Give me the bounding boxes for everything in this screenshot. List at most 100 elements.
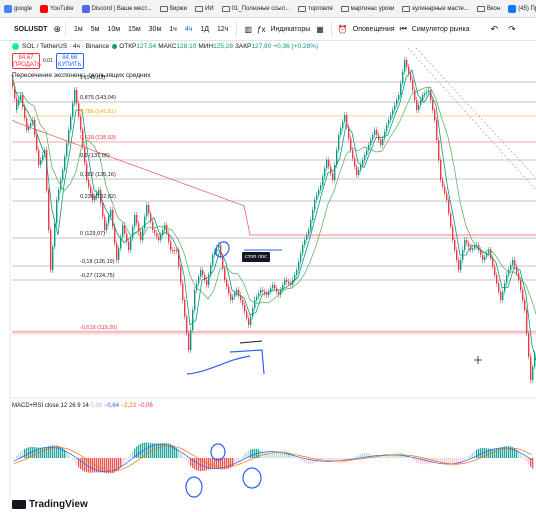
- layout-icon[interactable]: ▦: [316, 24, 324, 34]
- candle: [436, 120, 438, 140]
- buy-button[interactable]: 84,68 КУПИТЬ: [55, 53, 84, 69]
- bookmark-item[interactable]: YouTube: [40, 4, 74, 13]
- bookmark-item[interactable]: (45) Правила раз: [508, 4, 536, 13]
- replay-button[interactable]: Симулятор рынка: [411, 25, 470, 33]
- bookmark-item[interactable]: 01_Полезные ссыл...: [221, 5, 290, 12]
- macd-bar: [412, 458, 414, 460]
- symbol-search[interactable]: SOLUSDT: [14, 25, 48, 33]
- timeframe-7[interactable]: 1Д: [200, 25, 209, 33]
- candle: [152, 221, 154, 230]
- candle: [334, 165, 336, 180]
- undo-icon[interactable]: ↶: [490, 23, 499, 34]
- timeframe-6[interactable]: 4ч: [184, 25, 193, 33]
- candle: [296, 270, 298, 275]
- macd-bar: [306, 458, 308, 464]
- macd-bar: [244, 453, 246, 458]
- candle: [500, 291, 502, 300]
- candle: [472, 248, 474, 250]
- macd-bar: [394, 453, 396, 458]
- macd-bar: [488, 448, 490, 458]
- candle: [370, 140, 372, 145]
- candle: [176, 250, 178, 252]
- candle: [344, 115, 346, 122]
- candle: [236, 290, 238, 294]
- macd-bar: [166, 443, 168, 458]
- timeframe-3[interactable]: 15м: [128, 25, 141, 33]
- add-symbol-icon[interactable]: ⊕: [53, 23, 61, 34]
- tradingview-logo[interactable]: TradingView: [12, 499, 88, 510]
- bookmark-item[interactable]: кулинарные масте...: [402, 5, 469, 12]
- bookmark-item[interactable]: google: [4, 4, 32, 13]
- candle: [430, 90, 432, 100]
- candle: [226, 280, 228, 287]
- candle: [252, 308, 254, 317]
- bookmark-label: Discord | Ваше мест...: [91, 5, 152, 12]
- macd-bar: [276, 451, 278, 458]
- alerts-button[interactable]: Оповещения: [352, 25, 395, 33]
- candle: [380, 140, 382, 145]
- bookmark-item[interactable]: Discord | Ваше мест...: [81, 4, 152, 13]
- candle: [240, 295, 242, 300]
- bookmark-item[interactable]: ИИ: [195, 5, 214, 12]
- candle: [460, 260, 462, 270]
- macd-bar: [516, 449, 518, 458]
- timeframe-4[interactable]: 30м: [148, 25, 162, 33]
- macd-bar: [212, 458, 214, 470]
- macd-bar: [100, 458, 102, 473]
- candle: [336, 150, 338, 165]
- bookmark-item[interactable]: Вкон: [476, 5, 500, 12]
- candle: [116, 243, 118, 260]
- macd-bar: [52, 445, 54, 458]
- timeframe-1[interactable]: 5м: [90, 25, 100, 33]
- macd-bar: [216, 458, 218, 469]
- macd-legend[interactable]: MACD+RSI close 12 26 9 14 0,00 −0,64 −2,…: [12, 403, 153, 409]
- redo-icon[interactable]: ↷: [508, 23, 516, 34]
- bookmark-item[interactable]: торговля: [298, 5, 333, 12]
- timeframe-0[interactable]: 1м: [74, 25, 83, 33]
- chart-type-icon[interactable]: ▥: [244, 24, 252, 34]
- fib-level-label: -0,618 (119,20): [80, 325, 118, 331]
- candle: [242, 300, 244, 305]
- macd-bar: [532, 458, 534, 469]
- macd-bar: [80, 458, 82, 470]
- g-favicon-icon: [4, 4, 12, 13]
- candle: [50, 230, 52, 270]
- candle: [470, 246, 472, 250]
- candle: [268, 291, 270, 295]
- macd-bar: [98, 458, 100, 473]
- indicators-button[interactable]: Индикаторы: [270, 25, 311, 33]
- timeframe-5[interactable]: 1ч: [169, 25, 177, 33]
- macd-bar: [54, 445, 56, 458]
- macd-bar: [290, 452, 292, 458]
- macd-bar: [236, 458, 238, 463]
- macd-line: [13, 444, 533, 473]
- fib-level-label: 0,618 (138,93): [80, 135, 116, 141]
- candle: [158, 236, 160, 240]
- macd-bar: [50, 445, 52, 458]
- macd-value-3: −2,23: [120, 403, 136, 409]
- replay-icon[interactable]: ⏮: [399, 24, 407, 33]
- candle: [22, 95, 24, 107]
- macd-bar: [22, 450, 24, 458]
- candle: [386, 125, 388, 132]
- logo-text: TradingView: [29, 499, 88, 510]
- indicators-icon[interactable]: ƒx: [257, 24, 266, 34]
- timeframe-2[interactable]: 10м: [107, 25, 121, 33]
- candle: [278, 291, 280, 295]
- candle: [186, 316, 188, 334]
- hand-stroke: [186, 355, 251, 375]
- candle: [382, 138, 384, 145]
- sell-button[interactable]: 84,67 ПРОДАТЬ: [12, 53, 41, 69]
- timeframe-8[interactable]: 12ч: [217, 25, 229, 33]
- indicator-legend[interactable]: Пересечение экспоненц. скользящих средни…: [12, 72, 151, 79]
- bookmark-item[interactable]: биржи: [159, 5, 187, 12]
- candle: [428, 90, 430, 92]
- macd-bar: [198, 458, 200, 471]
- bookmark-item[interactable]: мартинас уроки: [340, 5, 394, 12]
- candle: [14, 86, 16, 99]
- candle: [320, 185, 322, 190]
- alert-icon[interactable]: ⏰: [337, 24, 348, 34]
- fib-level-label: 0,382 (135,16): [80, 172, 116, 178]
- macd-bar: [70, 457, 72, 458]
